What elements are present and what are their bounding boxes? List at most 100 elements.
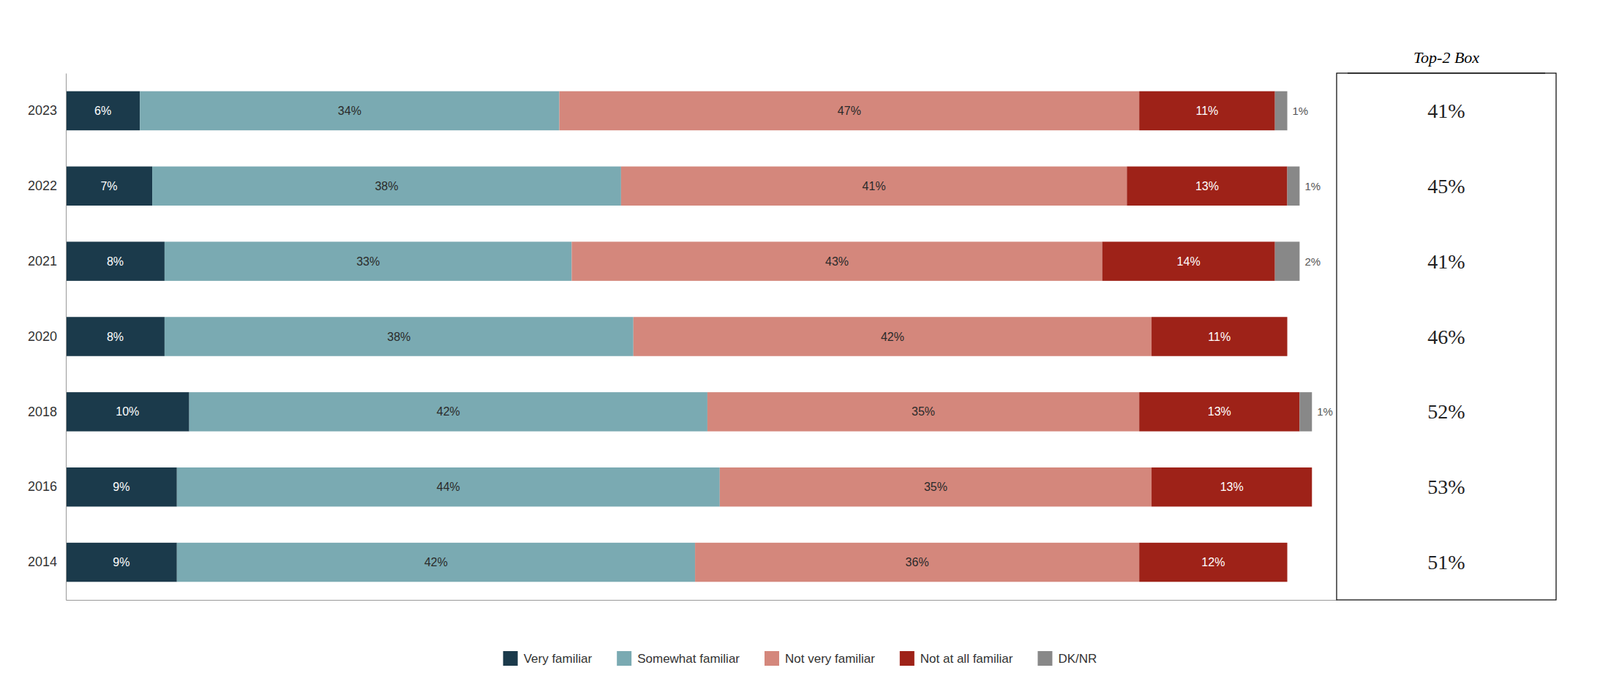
top2box-value: 41% [1427, 99, 1465, 123]
bar-segment [633, 316, 1152, 356]
data-label: 8% [106, 330, 124, 344]
bar-segment [1151, 467, 1312, 507]
bar-segment [1139, 392, 1300, 431]
chart: 6%7%8%8%10%9%9%34%38%33%38%42%44%42%47%4… [0, 0, 1600, 695]
series [559, 91, 1152, 583]
legend-item: Somewhat familiar [616, 651, 740, 666]
bar-segment [571, 241, 1102, 281]
bar-segment [1139, 542, 1287, 582]
legend-label: Very familiar [523, 651, 593, 666]
bars [65, 91, 1312, 583]
bar-segment [1286, 316, 1288, 356]
bar-segment [621, 166, 1127, 206]
data-label: 41% [862, 179, 886, 193]
x-axis [66, 599, 1338, 601]
bar-segment [164, 316, 634, 356]
data-label: 11% [1196, 104, 1219, 118]
y-tick-label: 2020 [27, 329, 58, 344]
series [1102, 91, 1313, 583]
x-axis-line [66, 599, 1338, 601]
y-tick-label: 2021 [27, 253, 58, 269]
data-label: 12% [1201, 556, 1225, 569]
top2box-value: 46% [1427, 325, 1465, 349]
bar-segment [152, 166, 622, 206]
data-label: 2% [1304, 255, 1321, 268]
data-label: 42% [436, 405, 461, 418]
bar-segment [1102, 241, 1276, 281]
y-tick-label: 2018 [27, 404, 58, 420]
legend-swatch [764, 651, 780, 666]
top2box-header: Top-2 Box [1413, 48, 1480, 67]
data-label: 42% [424, 556, 448, 569]
legend-item: DK/NR [1037, 651, 1097, 666]
data-label: 8% [106, 255, 124, 268]
y-tick: 2023 [27, 103, 66, 118]
legend: Very familiar Somewhat familiar Not very f… [503, 651, 1098, 666]
bar-segment [1286, 542, 1288, 582]
legend-swatch [503, 651, 518, 666]
legend-label: DK/NR [1057, 651, 1097, 666]
bar-segment [65, 241, 165, 281]
bar-segment [1151, 316, 1288, 356]
bar-segment [164, 241, 573, 281]
data-label: 9% [112, 480, 130, 494]
data-label: 14% [1177, 255, 1201, 268]
data-label: 34% [337, 104, 362, 118]
bar-segment [1311, 467, 1313, 507]
bar-segment [65, 542, 178, 582]
data-label: 47% [837, 104, 862, 118]
top2box-value: 52% [1427, 400, 1465, 423]
bar-segment [65, 91, 140, 131]
y-tick-label: 2016 [27, 479, 58, 494]
bar-segment [65, 392, 190, 431]
legend-label: Not at all familiar [920, 651, 1014, 666]
data-label: 36% [905, 556, 930, 569]
y-tick: 2020 [27, 329, 66, 344]
data-label: 44% [436, 480, 461, 494]
bar-segment [559, 91, 1140, 131]
bar-segment [719, 467, 1152, 507]
y-tick-label: 2022 [27, 178, 58, 194]
data-labels: 6%7%8%8%10%9%9%34%38%33%38%42%44%42%47%4… [94, 104, 1333, 569]
data-label: 1% [1292, 104, 1309, 118]
bar-segment [65, 166, 153, 206]
bar-segment [1275, 241, 1301, 281]
data-label: 43% [825, 255, 849, 268]
y-tick-label: 2014 [27, 554, 58, 570]
top2box-value: 51% [1427, 550, 1465, 574]
y-tick: 2016 [27, 479, 66, 494]
data-label: 35% [911, 405, 935, 418]
data-label: 33% [356, 255, 380, 268]
legend-swatch [899, 651, 915, 666]
bar-segment [1139, 91, 1276, 131]
y-tick: 2021 [27, 253, 66, 269]
data-label: 38% [387, 330, 411, 344]
top2box-value: 41% [1427, 250, 1465, 273]
bar-segment [695, 542, 1140, 582]
legend-item: Not at all familiar [899, 651, 1014, 666]
legend-swatch [616, 651, 632, 666]
data-label: 9% [112, 556, 130, 569]
data-label: 7% [100, 179, 118, 193]
bar-segment [177, 542, 696, 582]
data-label: 13% [1195, 179, 1219, 193]
chart-container: 6%7%8%8%10%9%9%34%38%33%38%42%44%42%47%4… [0, 0, 1600, 695]
y-tick: 2022 [27, 178, 66, 194]
bar-segment [189, 392, 708, 431]
legend-swatch [1037, 651, 1053, 666]
bar-segment [1275, 91, 1288, 131]
data-label: 1% [1304, 179, 1321, 193]
top2box-frame [1336, 73, 1557, 600]
legend-item: Very familiar [503, 651, 593, 666]
data-label: 10% [115, 405, 140, 418]
top2box-value: 45% [1427, 174, 1465, 198]
y-tick-label: 2023 [27, 103, 58, 118]
y-axis: 2023 2022 2021 2020 2018 2016 2014 [27, 73, 67, 601]
legend-item: Not very familiar [764, 651, 875, 666]
bar-segment [65, 316, 165, 356]
data-label: 1% [1316, 405, 1333, 418]
y-tick: 2014 [27, 554, 66, 570]
top2box-panel: Top-2 Box41%45%41%46%52%53%51% [1336, 48, 1557, 600]
data-label: 35% [924, 480, 948, 494]
series [139, 91, 720, 583]
